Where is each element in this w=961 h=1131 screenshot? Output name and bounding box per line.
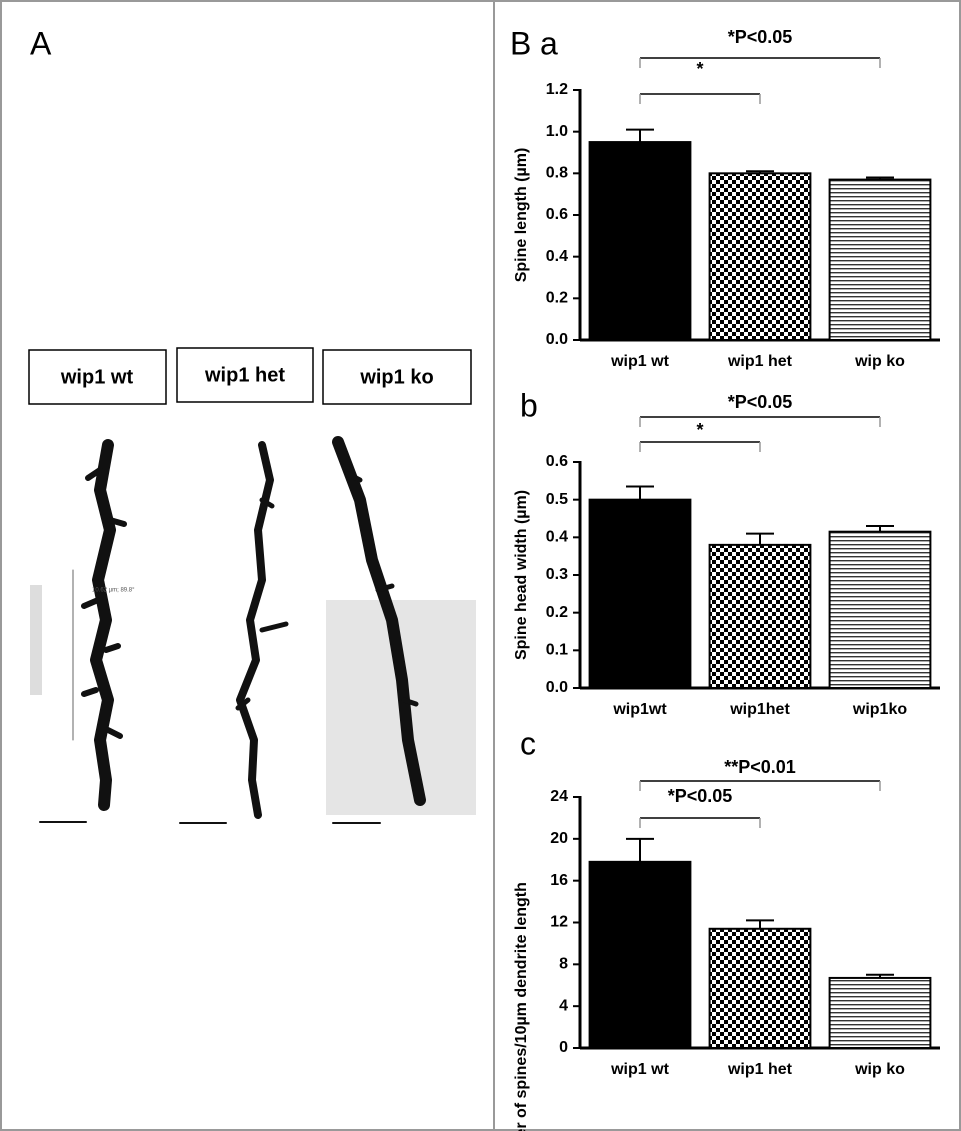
figure: A B wip1 wt wip1 het wip1 ko 10.62 µm; 8… xyxy=(0,0,961,1131)
micrographs xyxy=(30,442,476,823)
y-tick-label: 0.8 xyxy=(546,165,568,182)
annotation: * xyxy=(696,59,703,79)
chart-label: c xyxy=(520,725,536,761)
bar xyxy=(710,173,811,340)
y-tick-label: 0.4 xyxy=(546,529,568,546)
y-tick-label: 0.5 xyxy=(546,491,568,508)
y-tick-label: 0.2 xyxy=(546,290,568,307)
panel-label: A xyxy=(30,25,52,61)
y-tick-label: 20 xyxy=(550,830,568,847)
annotation: *P<0.05 xyxy=(728,392,793,412)
bar xyxy=(590,862,691,1048)
page: A B wip1 wt wip1 het wip1 ko 10.62 µm; 8… xyxy=(0,0,961,1131)
bar xyxy=(830,180,931,340)
y-tick-label: 0.3 xyxy=(546,566,568,583)
sample-label: wip1 ko xyxy=(359,366,433,388)
annotation: * xyxy=(696,420,703,440)
bar xyxy=(710,929,811,1048)
y-axis-label: Spine length (µm) xyxy=(513,148,530,283)
bar xyxy=(830,978,931,1048)
annotation: **P<0.01 xyxy=(724,757,796,777)
sample-label: wip1 wt xyxy=(60,366,134,388)
y-tick-label: 8 xyxy=(559,956,568,973)
y-tick-label: 0.6 xyxy=(546,453,568,470)
bar xyxy=(590,500,691,688)
chart-label: b xyxy=(520,387,538,423)
y-tick-label: 0.0 xyxy=(546,679,568,696)
x-tick-label: wip1 wt xyxy=(610,1061,669,1078)
measurement: 10.62 µm; 89.8° xyxy=(92,588,135,594)
x-tick-label: wip1 wt xyxy=(610,353,669,370)
frame xyxy=(1,1,960,1130)
y-axis-label: Number of spines/10µm dendrite length xyxy=(513,882,530,1131)
y-tick-label: 16 xyxy=(550,872,568,889)
x-tick-label: wip1 het xyxy=(727,1061,793,1078)
x-tick-label: wip1 het xyxy=(727,353,793,370)
x-tick-label: wip1het xyxy=(729,701,790,718)
y-tick-label: 0.4 xyxy=(546,248,568,265)
y-tick-label: 0.6 xyxy=(546,206,568,223)
y-tick-label: 0.1 xyxy=(546,642,568,659)
panel-label: B xyxy=(510,25,531,61)
x-tick-label: wip ko xyxy=(854,1061,905,1078)
x-tick-label: wip1ko xyxy=(852,701,907,718)
bar xyxy=(590,142,691,340)
y-axis-label: Spine head width (µm) xyxy=(513,490,530,660)
y-tick-label: 1.0 xyxy=(546,123,568,140)
x-tick-label: wip ko xyxy=(854,353,905,370)
annotation: *P<0.05 xyxy=(668,786,733,806)
y-tick-label: 0.2 xyxy=(546,604,568,621)
x-tick-label: wip1wt xyxy=(612,701,667,718)
y-tick-label: 0 xyxy=(559,1039,568,1056)
chart-label: a xyxy=(540,25,558,61)
sample-label: wip1 het xyxy=(204,364,285,386)
y-tick-label: 12 xyxy=(550,914,568,931)
annotation: *P<0.05 xyxy=(728,27,793,47)
y-tick-label: 24 xyxy=(550,788,568,805)
bar xyxy=(830,532,931,688)
bar xyxy=(710,545,811,688)
y-tick-label: 1.2 xyxy=(546,81,568,98)
y-tick-label: 4 xyxy=(559,997,568,1014)
y-tick-label: 0.0 xyxy=(546,331,568,348)
